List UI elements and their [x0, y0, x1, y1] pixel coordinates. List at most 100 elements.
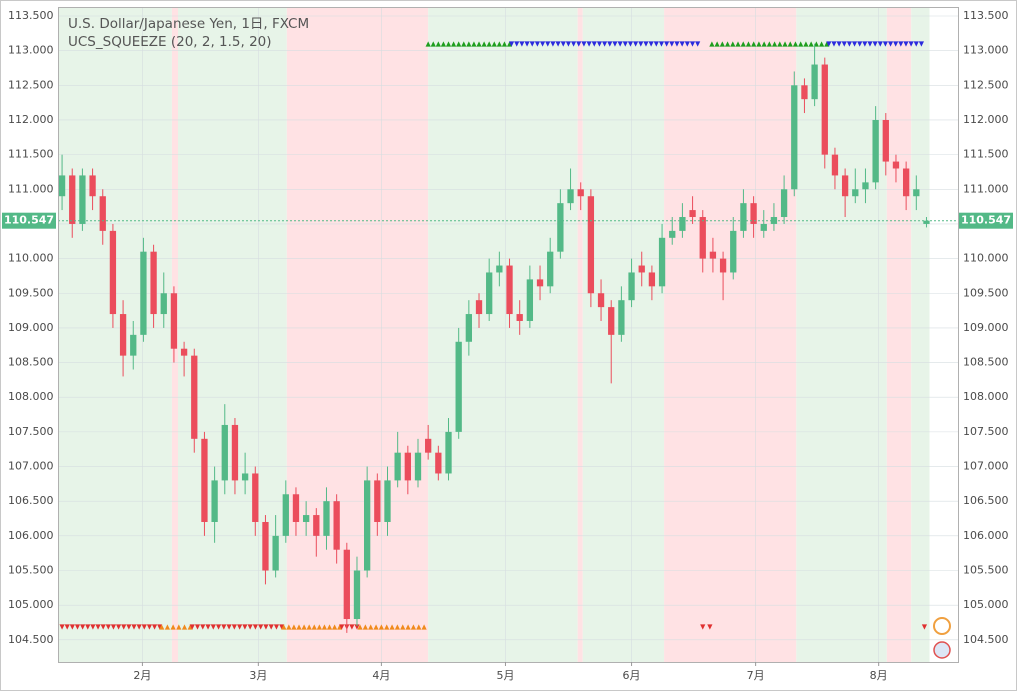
signal-marker	[586, 41, 592, 47]
signal-marker	[756, 41, 762, 47]
signal-marker	[59, 624, 65, 630]
signal-marker	[826, 41, 832, 47]
signal-marker	[730, 41, 736, 47]
x-tick-label: 8月	[870, 669, 888, 682]
candle-body	[374, 480, 381, 522]
signal-marker	[115, 624, 122, 630]
candle-body	[831, 154, 839, 176]
signal-marker	[745, 41, 752, 47]
y-tick-label-right: 108.500	[963, 356, 1009, 369]
flag-icon[interactable]	[933, 641, 951, 659]
candle-body	[180, 348, 188, 356]
signal-marker	[394, 624, 401, 630]
signal-marker	[164, 624, 171, 630]
signal-marker	[159, 624, 165, 630]
signal-marker	[362, 624, 368, 630]
candle-body	[109, 230, 117, 315]
candle-body	[486, 272, 493, 315]
y-tick-label-right: 110.000	[963, 252, 1009, 265]
signal-marker	[555, 41, 561, 47]
candle-body	[557, 203, 564, 252]
signal-marker	[751, 41, 757, 47]
plot-border	[58, 7, 959, 663]
signal-marker	[771, 41, 778, 47]
signal-marker	[151, 624, 158, 630]
signal-marker	[496, 41, 502, 47]
signal-marker	[674, 41, 680, 47]
candle-body	[740, 203, 747, 231]
y-tick-label-right: 112.500	[963, 78, 1009, 91]
signal-marker	[700, 624, 706, 630]
signal-marker	[560, 41, 566, 47]
y-tick-label: 112.500	[8, 78, 54, 91]
signal-marker	[181, 624, 188, 630]
candle-body	[241, 473, 249, 481]
signal-marker	[354, 624, 360, 630]
last-price-badge-left	[2, 212, 56, 229]
signal-marker	[332, 624, 338, 630]
signal-marker	[200, 624, 206, 630]
axes-layer: 104.500 104.500 105.000 105.000 105.500 105.5…	[2, 9, 1013, 682]
signal-marker	[389, 624, 395, 630]
signal-marker	[286, 624, 292, 630]
signal-marker	[787, 41, 793, 47]
signal-marker	[638, 41, 644, 47]
x-tick-label: 5月	[496, 669, 514, 682]
signal-marker	[176, 624, 182, 630]
candle-body	[638, 265, 645, 273]
signal-marker	[450, 41, 457, 47]
signal-marker	[456, 41, 462, 47]
candle-body	[791, 85, 798, 190]
signal-marker	[416, 624, 422, 630]
signal-marker	[591, 41, 597, 47]
signal-marker	[565, 41, 572, 47]
candle-body	[628, 272, 635, 301]
signal-marker	[576, 41, 582, 47]
signal-marker	[435, 41, 441, 47]
signal-marker	[110, 624, 117, 630]
signal-marker	[90, 624, 96, 630]
signal-marker	[221, 624, 227, 630]
signal-marker	[210, 624, 216, 630]
candle-body	[618, 300, 625, 335]
signal-marker	[326, 624, 333, 630]
signal-marker	[491, 41, 497, 47]
candle-body	[343, 549, 350, 620]
signal-marker	[170, 624, 176, 630]
signal-marker	[669, 41, 675, 47]
candle-body	[99, 196, 106, 231]
candle-body	[79, 175, 86, 224]
signal-marker	[368, 624, 374, 630]
signal-marker	[648, 41, 654, 47]
signal-marker	[508, 41, 515, 47]
signal-marker	[273, 624, 280, 630]
candle-body	[302, 515, 310, 522]
signal-marker	[384, 624, 390, 630]
candle-body	[323, 501, 330, 536]
signal-marker	[226, 624, 232, 630]
signal-marker	[373, 624, 379, 630]
signal-marker	[808, 41, 814, 47]
x-tick-label: 6月	[623, 669, 641, 682]
candle-body	[547, 251, 554, 287]
candle-body	[333, 501, 340, 550]
signal-marker	[658, 41, 665, 47]
signal-marker	[524, 41, 530, 47]
signal-marker	[857, 41, 863, 47]
candle-body	[119, 314, 127, 356]
signal-marker	[514, 41, 520, 47]
candle-body	[516, 314, 523, 321]
y-tick-label-right: 106.500	[963, 494, 1009, 507]
signal-marker	[679, 41, 685, 47]
signal-marker	[349, 624, 355, 630]
x-tick-label: 7月	[747, 669, 765, 682]
y-tick-label-right: 111.000	[963, 182, 1009, 195]
signal-marker	[157, 624, 163, 630]
signal-marker	[301, 624, 307, 630]
event-icon[interactable]	[933, 617, 951, 635]
squeeze-band	[664, 7, 797, 662]
candle-body	[191, 355, 198, 439]
y-tick-label-right: 113.500	[963, 9, 1009, 22]
signal-marker	[445, 41, 452, 47]
